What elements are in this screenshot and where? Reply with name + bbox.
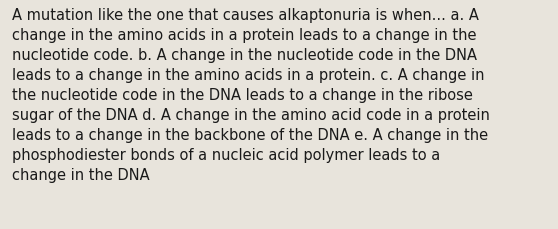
Text: A mutation like the one that causes alkaptonuria is when... a. A
change in the a: A mutation like the one that causes alka…: [12, 8, 490, 183]
